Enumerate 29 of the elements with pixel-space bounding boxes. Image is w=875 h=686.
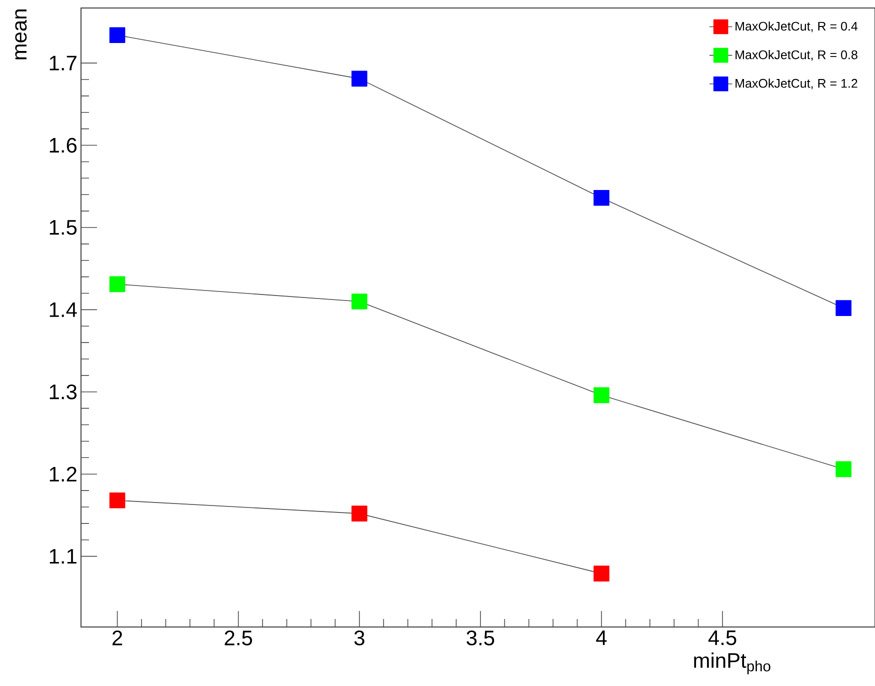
x-tick-label: 3.5 bbox=[466, 630, 494, 646]
point bbox=[594, 387, 610, 404]
point bbox=[351, 506, 368, 522]
x-tick-label: 4.5 bbox=[708, 630, 736, 646]
y-tick-label: 1.4 bbox=[50, 302, 77, 317]
point bbox=[109, 276, 126, 292]
x-tick-label: 4 bbox=[596, 630, 607, 645]
legend-label: MaxOkJetCut, R = 0.4 bbox=[736, 21, 858, 32]
point bbox=[351, 294, 368, 310]
point bbox=[351, 70, 368, 87]
y-tick-label: 1.1 bbox=[50, 549, 76, 564]
y-axis-title: mean bbox=[15, 10, 27, 60]
x-tick-label: 2.5 bbox=[224, 630, 252, 646]
x-axis-title: minPt$_{pho}$ bbox=[694, 652, 770, 674]
legend-label: MaxOkJetCut, R = 1.2 bbox=[736, 78, 858, 90]
x-tick-label: 2 bbox=[112, 630, 122, 646]
y-tick-label: 1.3 bbox=[50, 384, 77, 400]
point bbox=[594, 566, 610, 582]
y-tick-label: 1.5 bbox=[50, 220, 77, 235]
point bbox=[109, 27, 126, 44]
y-tick-label: 1.6 bbox=[50, 138, 77, 153]
legend-label: MaxOkJetCut, R = 0.8 bbox=[736, 50, 858, 61]
point bbox=[836, 300, 852, 316]
y-tick-label: 1.7 bbox=[50, 56, 76, 70]
point bbox=[836, 461, 852, 478]
y-tick-label: 1.2 bbox=[50, 466, 76, 482]
point bbox=[109, 492, 126, 508]
point bbox=[594, 190, 610, 206]
x-tick-label: 3 bbox=[354, 630, 364, 646]
